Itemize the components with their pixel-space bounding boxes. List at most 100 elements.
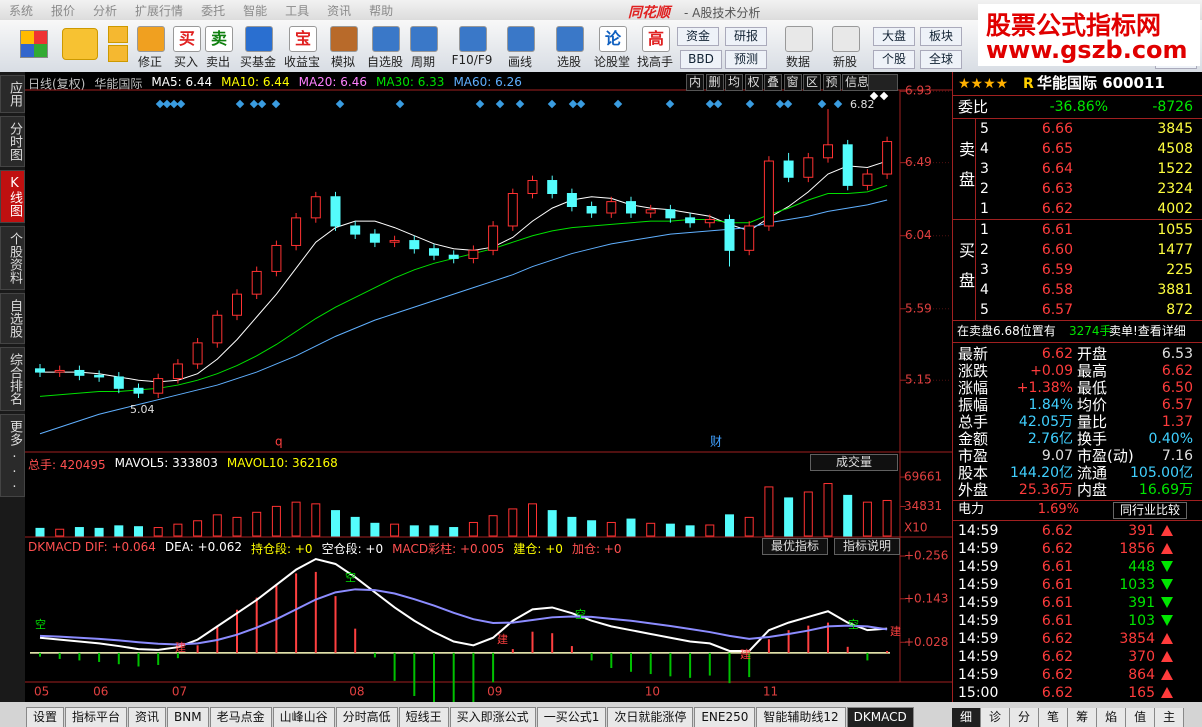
toolbar-small-button[interactable]: 研报 — [725, 27, 767, 46]
toolbar-small-button[interactable]: 个股 — [873, 50, 915, 69]
macd-legend: MACD彩柱: +0.005 — [392, 542, 505, 556]
sector-button[interactable]: 同行业比较 — [1113, 502, 1188, 519]
indicator-tab[interactable]: 短线王 — [398, 707, 449, 727]
indicator-tab[interactable]: 资讯 — [128, 707, 167, 727]
toolbar-button[interactable]: 修正 — [126, 22, 174, 70]
sector-change: 1.69% — [1037, 502, 1079, 517]
chart-tool-button[interactable]: 权 — [744, 74, 763, 91]
chart-tool-button[interactable]: 删 — [705, 74, 724, 91]
indicator-tab[interactable]: 智能辅助线12 — [756, 707, 846, 727]
chart-tool-button[interactable]: 区 — [803, 74, 822, 91]
macd-button[interactable]: 最优指标 — [762, 538, 828, 555]
macd-bar — [39, 652, 41, 657]
volume-button[interactable]: 成交量 — [810, 454, 898, 471]
indicator-tab[interactable]: 分时高低 — [335, 707, 398, 727]
quote-tab[interactable]: 分 — [1010, 708, 1040, 727]
icon-app[interactable] — [20, 30, 48, 58]
stat-value: 42.05万 — [1018, 414, 1073, 430]
candle-body — [310, 196, 321, 219]
trade-volume: 391 — [1128, 595, 1155, 611]
toolbar-small-button[interactable]: 资金 — [677, 27, 719, 46]
toolbar-small-button[interactable]: 预测 — [725, 50, 767, 69]
chart-tool-button[interactable]: 内 — [686, 74, 705, 91]
indicator-tab[interactable]: 买入即涨公式 — [449, 707, 536, 727]
sidebar-tab[interactable]: 应用 — [0, 75, 25, 113]
chart-nav[interactable] — [868, 74, 898, 91]
toolbar-icon: 高 — [642, 26, 670, 52]
toolbar-small-button[interactable]: 板块 — [920, 27, 962, 46]
chart-header: 日线(复权) 华能国际 MA5: 6.44 MA10: 6.44 MA20: 6.46 M… — [28, 75, 522, 92]
indicator-tab[interactable]: DKMACD — [846, 707, 914, 727]
icon-back[interactable] — [62, 28, 98, 60]
indicator-tab[interactable]: 老马点金 — [209, 707, 272, 727]
candle-body — [271, 244, 282, 272]
chart-tool-button[interactable]: 窗 — [783, 74, 802, 91]
indicator-tab[interactable]: ENE250 — [694, 707, 756, 727]
toolbar-small-button[interactable]: 全球 — [920, 50, 962, 69]
sidebar-tab[interactable]: K线图 — [0, 170, 25, 223]
menu-item[interactable]: 资讯 — [327, 3, 352, 18]
menu-item[interactable]: 工具 — [285, 3, 310, 18]
quote-tab[interactable]: 值 — [1126, 708, 1156, 727]
toolbar-button[interactable]: 新股 — [821, 22, 869, 70]
indicator-tab[interactable]: BNM — [167, 707, 209, 727]
quote-tab[interactable]: 主 — [1155, 708, 1185, 727]
quote-tab[interactable]: 笔 — [1039, 708, 1069, 727]
toolbar-small-button[interactable]: BBD — [680, 50, 722, 69]
quote-tab[interactable]: 诊 — [981, 708, 1011, 727]
menu-item[interactable]: 委托 — [201, 3, 226, 18]
book-divider — [975, 119, 976, 219]
toolbar-icon: 宝 — [289, 26, 317, 52]
sidebar-tab[interactable]: 综合排名 — [0, 347, 25, 411]
macd-bar — [452, 652, 455, 702]
indicator-tab[interactable]: 次日就能涨停 — [607, 707, 694, 727]
toolbar-button[interactable]: 买买入 — [162, 22, 210, 70]
macd-button[interactable]: 指标说明 — [834, 538, 900, 555]
menu-item[interactable]: 扩展行情 — [135, 3, 184, 18]
menu-item[interactable]: 分析 — [93, 3, 118, 18]
menu-item[interactable]: 系统 — [9, 3, 34, 18]
menu-item[interactable]: 报价 — [51, 3, 76, 18]
toolbar-button[interactable]: 数据 — [774, 22, 822, 70]
indicator-tab[interactable]: 山峰山谷 — [272, 707, 335, 727]
signal-diamond — [249, 99, 259, 109]
volume-bar — [193, 520, 203, 537]
toolbar-small-button[interactable]: 大盘 — [873, 27, 915, 46]
chart-tool-button[interactable]: 叠 — [764, 74, 783, 91]
toolbar-button[interactable]: 选股 — [545, 22, 593, 70]
toolbar-icon — [459, 26, 487, 52]
indicator-tab[interactable]: 设置 — [26, 707, 65, 727]
toolbar-button[interactable]: 画线 — [496, 22, 544, 70]
menu-item[interactable]: 智能 — [243, 3, 268, 18]
chart-tool-button[interactable]: 预 — [822, 74, 841, 91]
quote-tab[interactable]: 细 — [952, 708, 982, 727]
candle-body — [566, 193, 577, 207]
sidebar-tab[interactable]: 个股资料 — [0, 226, 25, 290]
icon-down[interactable] — [108, 45, 128, 62]
quote-tab[interactable]: 焰 — [1097, 708, 1127, 727]
sidebar-tab[interactable]: 更多... — [0, 414, 25, 497]
menu-item[interactable]: 帮助 — [369, 3, 394, 18]
quote-tab[interactable]: 筹 — [1068, 708, 1098, 727]
trade-time: 14:59 — [958, 649, 999, 665]
chart-tool-button[interactable]: 信息 — [842, 74, 873, 91]
sidebar-tab[interactable]: 自选股 — [0, 293, 25, 344]
indicator-tab[interactable]: 一买公式1 — [536, 707, 607, 727]
toolbar-button[interactable]: 自选股 — [361, 22, 409, 70]
indicator-tab[interactable]: 指标平台 — [65, 707, 128, 727]
toolbar-button[interactable]: 卖卖出 — [194, 22, 242, 70]
separator — [953, 320, 1202, 321]
toolbar-button[interactable]: 高找高手 — [631, 22, 679, 70]
icon-up[interactable] — [108, 26, 128, 43]
trade-time: 14:59 — [958, 667, 999, 683]
sidebar-tab[interactable]: 分时图 — [0, 116, 25, 167]
volume-bar — [803, 491, 813, 537]
toolbar-button[interactable]: 周期 — [399, 22, 447, 70]
toolbar-icon — [507, 26, 535, 52]
toolbar-button[interactable]: F10/F9 — [448, 22, 496, 70]
toolbar-button[interactable]: 宝收益宝 — [278, 22, 326, 70]
toolbar-button[interactable]: 论论股堂 — [588, 22, 636, 70]
chart-tool-button[interactable]: 均 — [725, 74, 744, 91]
toolbar-button[interactable]: 模拟 — [319, 22, 367, 70]
toolbar-button[interactable]: 买基金 — [234, 22, 282, 70]
